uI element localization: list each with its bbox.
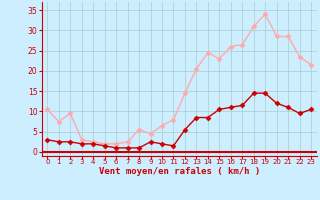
X-axis label: Vent moyen/en rafales ( km/h ): Vent moyen/en rafales ( km/h ) [99,167,260,176]
